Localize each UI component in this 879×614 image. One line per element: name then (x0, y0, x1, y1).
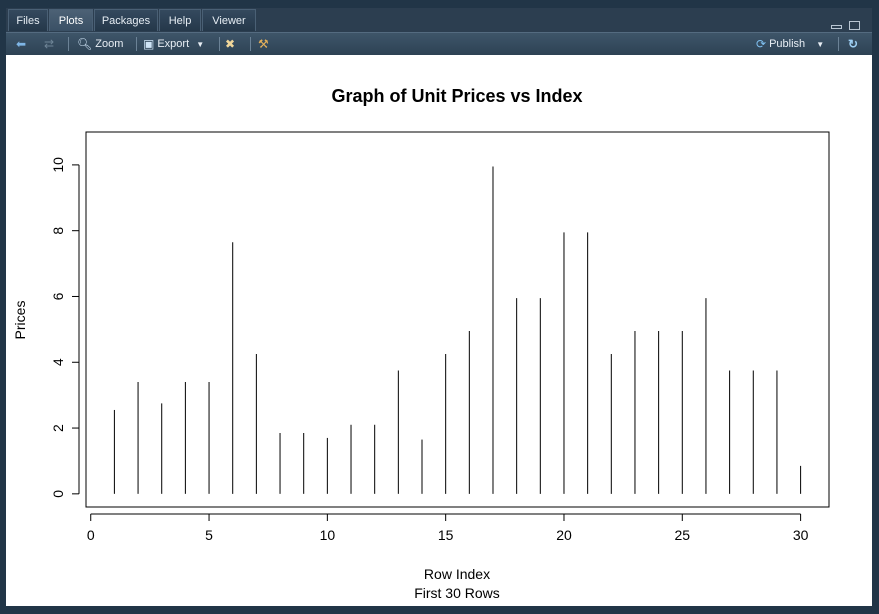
tab-label: Help (168, 15, 192, 27)
plots-toolbar: ⬅ ⇄ 🔍︎ Zoom ▣ Export ▼ ✖ ⚒ ⟳ Publish ▼ ↻ (6, 32, 872, 55)
refresh-button[interactable]: ↻ (848, 33, 861, 55)
chart-subtitle: First 30 Rows (414, 585, 500, 601)
broom-icon: ⚒ (258, 37, 269, 52)
y-tick-label: 2 (50, 424, 66, 432)
tab-files[interactable]: Files (8, 9, 48, 31)
y-tick-label: 4 (50, 358, 66, 366)
remove-plot-button[interactable]: ✖ (225, 33, 238, 55)
x-tick-label: 0 (87, 527, 95, 543)
export-icon: ▣ (143, 37, 155, 52)
x-tick-label: 30 (793, 527, 809, 543)
y-tick-label: 0 (50, 490, 66, 498)
y-tick-label: 8 (50, 227, 66, 235)
clear-all-plots-button[interactable]: ⚒ (258, 33, 272, 55)
x-axis-label: Row Index (424, 566, 490, 582)
chevron-down-icon: ▼ (816, 40, 825, 49)
tab-packages[interactable]: Packages (94, 9, 158, 31)
tab-plots[interactable]: Plots (49, 9, 93, 31)
y-axis: 0 2 4 6 8 10 (50, 157, 80, 498)
y-tick-label: 6 (50, 292, 66, 300)
export-label: Export (157, 38, 190, 50)
zoom-label: Zoom (95, 38, 124, 50)
tab-label: Packages (101, 15, 151, 27)
publish-button[interactable]: ⟳ Publish ▼ (756, 33, 824, 55)
export-button[interactable]: ▣ Export ▼ (143, 33, 204, 55)
x-axis: 0 5 10 15 20 25 30 (87, 513, 809, 543)
maximize-pane-icon[interactable] (849, 21, 860, 30)
tab-label: Viewer (212, 15, 246, 27)
publish-icon: ⟳ (756, 37, 767, 52)
tab-label: Plots (58, 15, 84, 27)
pane-tab-bar: Files Plots Packages Help Viewer (6, 8, 872, 32)
x-tick-label: 15 (438, 527, 454, 543)
tab-viewer[interactable]: Viewer (202, 9, 256, 31)
bars-group (113, 166, 802, 494)
remove-plot-icon: ✖ (225, 37, 236, 52)
minimize-pane-icon[interactable] (830, 25, 842, 29)
plot-box (85, 131, 830, 508)
x-tick-label: 20 (556, 527, 572, 543)
forward-arrow-icon[interactable]: ⇄ (44, 37, 55, 52)
pane-window-controls (828, 17, 860, 35)
back-arrow-icon[interactable]: ⬅ (16, 37, 27, 52)
tab-label: Files (16, 15, 40, 27)
chart-title: Graph of Unit Prices vs Index (331, 86, 582, 106)
magnifier-icon: 🔍︎ (77, 37, 93, 52)
plot-viewer: Graph of Unit Prices vs Index 0 5 10 15 20 25… (6, 55, 872, 606)
refresh-icon: ↻ (848, 37, 859, 52)
y-tick-label: 10 (50, 157, 66, 173)
chevron-down-icon: ▼ (196, 40, 205, 49)
x-tick-label: 5 (205, 527, 213, 543)
zoom-button[interactable]: 🔍︎ Zoom (77, 33, 123, 55)
unit-prices-chart: Graph of Unit Prices vs Index 0 5 10 15 20 25… (12, 86, 830, 601)
publish-label: Publish (769, 38, 806, 50)
x-tick-label: 10 (320, 527, 336, 543)
x-tick-label: 25 (675, 527, 691, 543)
y-axis-label: Prices (12, 301, 28, 340)
tab-help[interactable]: Help (159, 9, 201, 31)
